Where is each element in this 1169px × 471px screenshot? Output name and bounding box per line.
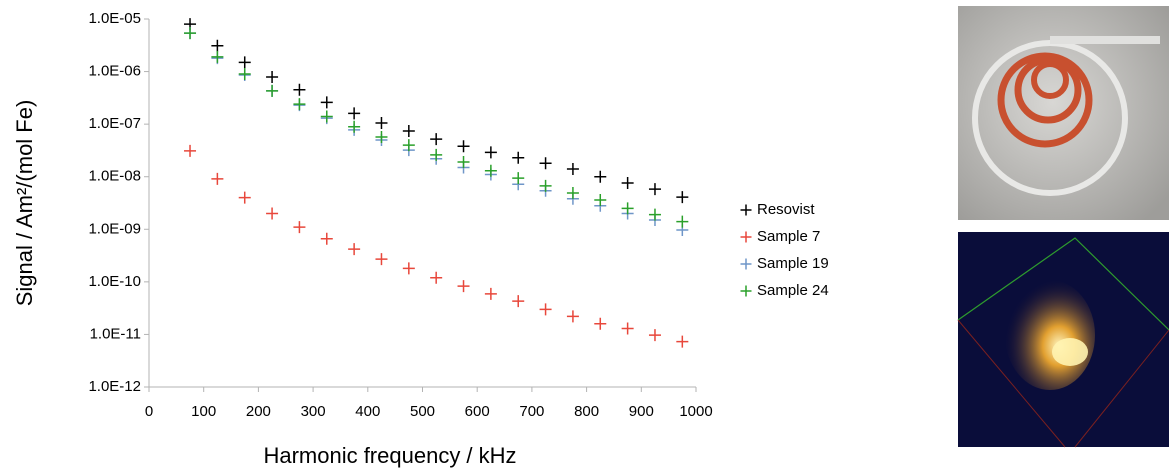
- point: [648, 183, 661, 196]
- x-tick-label: 300: [301, 403, 326, 420]
- point: [238, 191, 251, 204]
- point: [594, 194, 607, 207]
- x-tick-label: 700: [519, 403, 544, 420]
- point: [430, 271, 443, 284]
- point: [484, 164, 497, 177]
- point: [566, 163, 579, 176]
- point: [266, 70, 279, 83]
- legend-label: Resovist: [757, 201, 815, 218]
- point: [375, 130, 388, 143]
- point: [594, 170, 607, 183]
- point: [320, 96, 333, 109]
- point: [430, 148, 443, 161]
- point: [512, 172, 525, 185]
- point: [320, 232, 333, 245]
- point: [594, 317, 607, 330]
- x-axis-title: Harmonic frequency / kHz: [263, 443, 516, 468]
- x-tick-label: 500: [410, 403, 435, 420]
- y-tick-label: 1.0E-06: [88, 63, 141, 80]
- legend-label: Sample 24: [757, 282, 829, 299]
- x-tick-label: 400: [355, 403, 380, 420]
- x-tick-label: 200: [246, 403, 271, 420]
- point: [566, 187, 579, 200]
- point: [348, 243, 361, 256]
- y-axis-title: Signal / Am²/(mol Fe): [12, 100, 37, 307]
- legend-marker: [740, 204, 752, 216]
- point: [484, 146, 497, 159]
- point: [211, 50, 224, 63]
- point: [539, 157, 552, 170]
- point: [348, 107, 361, 120]
- point: [375, 253, 388, 266]
- point: [238, 67, 251, 80]
- point: [184, 144, 197, 157]
- point: [211, 39, 224, 52]
- y-tick-label: 1.0E-05: [88, 10, 141, 27]
- y-tick-label: 1.0E-10: [88, 273, 141, 290]
- point: [184, 27, 197, 40]
- y-tick-label: 1.0E-12: [88, 378, 141, 395]
- x-tick-label: 0: [145, 403, 153, 420]
- point: [621, 202, 634, 215]
- legend-label: Sample 19: [757, 255, 829, 272]
- point: [621, 176, 634, 189]
- legend-marker: [740, 285, 752, 297]
- point: [512, 295, 525, 308]
- point: [457, 280, 470, 293]
- point: [402, 139, 415, 152]
- point: [266, 84, 279, 97]
- point: [539, 179, 552, 192]
- x-tick-label: 1000: [679, 403, 712, 420]
- point: [320, 110, 333, 123]
- x-tick-label: 900: [629, 403, 654, 420]
- point: [293, 221, 306, 234]
- y-tick-label: 1.0E-08: [88, 168, 141, 185]
- point: [676, 191, 689, 204]
- point: [402, 262, 415, 275]
- point: [293, 83, 306, 96]
- point: [348, 120, 361, 133]
- x-tick-label: 800: [574, 403, 599, 420]
- y-tick-label: 1.0E-11: [90, 325, 141, 342]
- point: [266, 207, 279, 220]
- point: [484, 287, 497, 300]
- y-tick-label: 1.0E-09: [88, 220, 141, 237]
- point: [430, 133, 443, 146]
- point: [621, 322, 634, 335]
- point: [211, 172, 224, 185]
- legend-marker: [740, 231, 752, 243]
- point: [457, 140, 470, 153]
- x-tick-label: 100: [191, 403, 216, 420]
- legend-marker: [740, 258, 752, 270]
- photo: [958, 6, 1169, 220]
- y-tick-label: 1.0E-07: [88, 115, 141, 132]
- point: [648, 208, 661, 221]
- legend-label: Sample 7: [757, 228, 820, 245]
- point: [539, 303, 552, 316]
- point: [402, 125, 415, 138]
- point: [566, 310, 579, 323]
- point: [238, 56, 251, 69]
- point: [457, 156, 470, 169]
- point: [648, 329, 661, 342]
- point: [512, 151, 525, 164]
- point: [375, 117, 388, 130]
- point: [676, 215, 689, 228]
- x-tick-label: 600: [465, 403, 490, 420]
- point: [676, 335, 689, 348]
- point: [293, 98, 306, 111]
- mpi-image: [957, 232, 1169, 448]
